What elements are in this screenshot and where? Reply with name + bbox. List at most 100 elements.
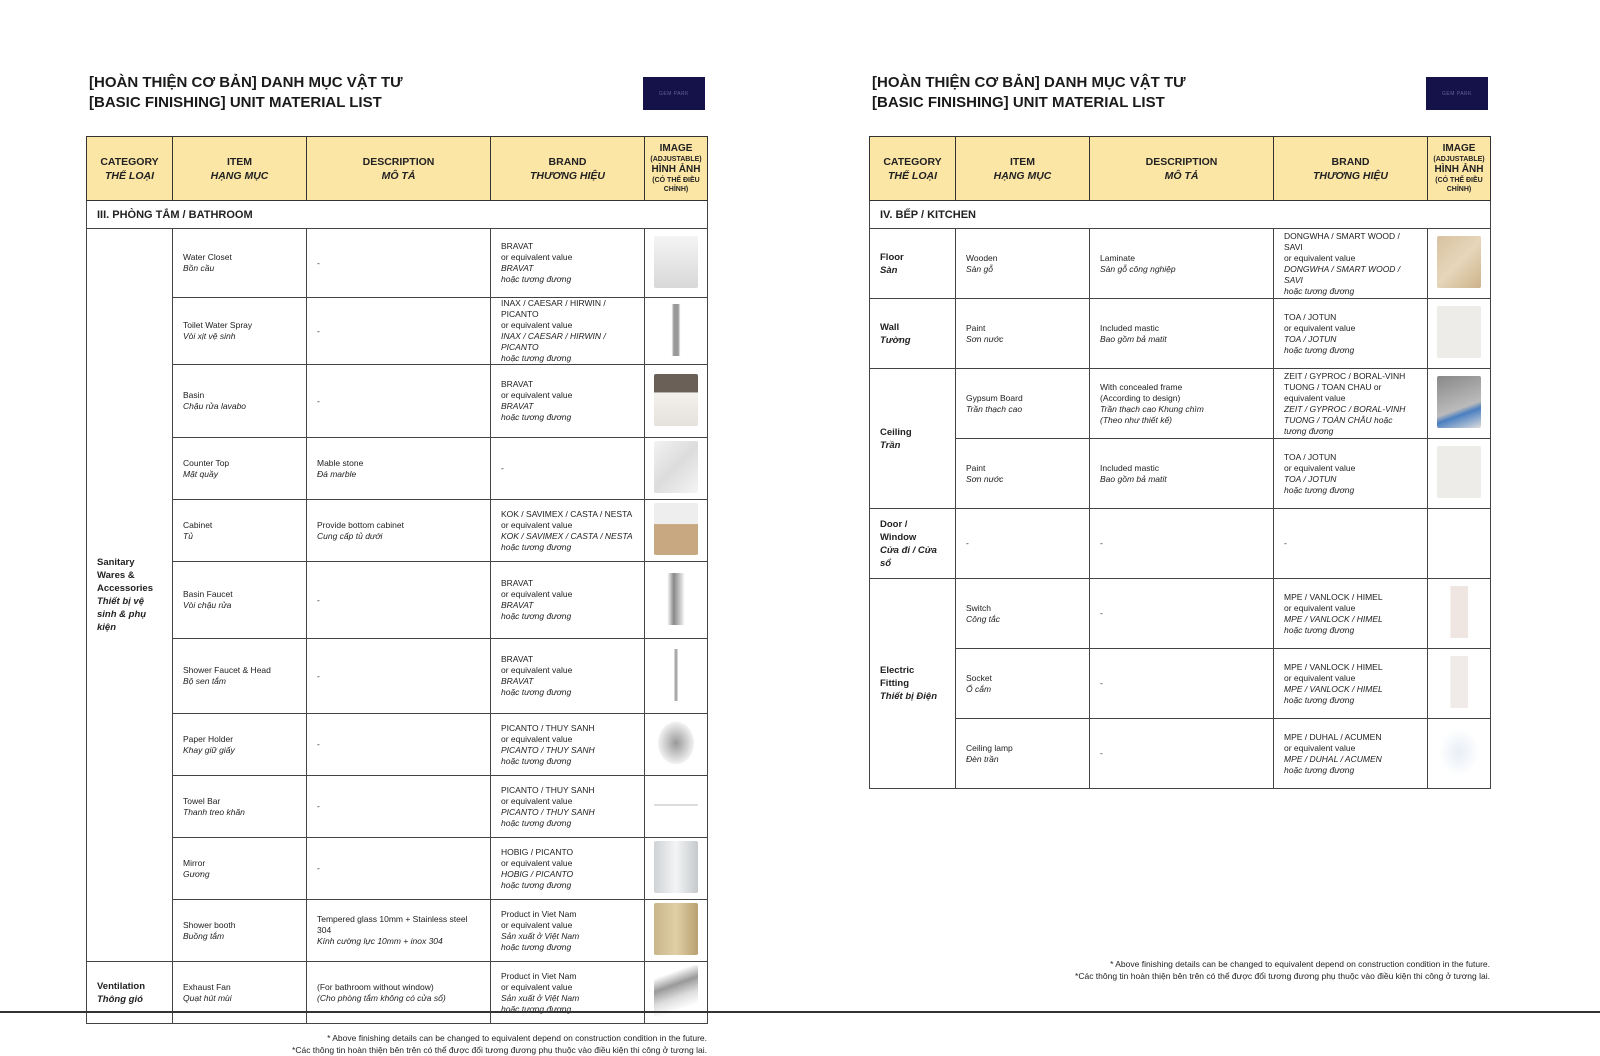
brand-line: hoặc tương đương: [501, 687, 572, 697]
logo: GEM PARK: [643, 77, 705, 110]
image-cell: [1427, 508, 1491, 579]
image-cell: [644, 837, 708, 900]
item-cell: -: [955, 508, 1090, 579]
category-en: Ventilation: [97, 980, 146, 992]
brand-line: BRAVAT: [501, 654, 534, 664]
description-cell: With concealed frame (According to design…: [1089, 368, 1274, 439]
description-line: Tempered glass 10mm + Stainless steel 30…: [317, 914, 468, 935]
image-cell: [644, 713, 708, 776]
category-en: Electric Fitting: [880, 665, 915, 689]
table-row: Electric Fitting Thiết bị Điện Switch Công …: [869, 578, 1491, 789]
description-cell: -: [1089, 508, 1274, 579]
brand-cell: INAX / CAESAR / HIRWIN / PICANTO or equiv…: [490, 297, 645, 365]
footnote-en: * Above finishing details can be changed…: [327, 1033, 707, 1043]
header-brand: BRAND THƯƠNG HIỆU: [1273, 136, 1428, 201]
header-image-en: IMAGE: [659, 143, 693, 154]
brand-cell: MPE / VANLOCK / HIMEL or equivalent value…: [1273, 578, 1428, 649]
item-en: Paint: [966, 322, 986, 333]
header-category: CATEGORY THỂ LOẠI: [86, 136, 173, 201]
item-cell: Mirror Gương: [172, 837, 307, 900]
description-cell: -: [306, 775, 491, 838]
section-row: IV. BẾP / KITCHEN: [869, 200, 1491, 229]
header-image-vi: HÌNH ẢNH: [1434, 164, 1484, 175]
item-vi: Khay giữ giấy: [183, 744, 235, 755]
description-line: (Theo như thiết kế): [1100, 414, 1173, 425]
footnote: * Above finishing details can be changed…: [1075, 950, 1490, 982]
header-item: ITEM HẠNG MỤC: [172, 136, 307, 201]
table-row: Ventilation Thông gió Exhaust Fan Quạt hút …: [86, 961, 708, 1024]
brand-line: TOA / JOTUN: [1284, 311, 1337, 322]
header-image: IMAGE (ADJUSTABLE) HÌNH ẢNH (CÓ THỂ ĐIỀU CH…: [644, 136, 708, 201]
brand-cell: PICANTO / THUY SANH or equivalent value PI…: [490, 775, 645, 838]
image-cell: [644, 961, 708, 1024]
item-cell: Water Closet Bồn cầu: [172, 228, 307, 298]
item-en: Shower booth: [183, 919, 236, 930]
brand-cell: -: [1273, 508, 1428, 579]
header-brand-en: BRAND: [1331, 155, 1370, 168]
description-cell: -: [1089, 718, 1274, 789]
table-row: Door / Window Cửa đi / Cửa sổ - - -: [869, 508, 1491, 579]
description-cell: (For bathroom without window) (Cho phòng …: [306, 961, 491, 1024]
header-image-adj-vi: (CÓ THỂ ĐIỀU CHỈNH): [1435, 177, 1483, 193]
header-description-en: DESCRIPTION: [362, 155, 435, 168]
description-cell: -: [306, 561, 491, 639]
category-en: Sanitary Wares & Accessories: [97, 557, 153, 594]
material-table: CATEGORY THỂ LOẠI ITEM HẠNG MỤC DESCRIPTION M…: [86, 136, 708, 1024]
brand-line: or equivalent value: [501, 857, 573, 868]
item-vi: Thanh treo khăn: [183, 806, 245, 817]
brand-line: MPE / DUHAL / ACUMEN: [1284, 731, 1382, 742]
category-en: Ceiling: [880, 426, 912, 438]
page-title: [HOÀN THIỆN CƠ BẢN] DANH MỤC VẬT TƯ [BASI…: [872, 73, 1186, 113]
description-line: Provide bottom cabinet: [317, 519, 404, 530]
section-title: IV. BẾP / KITCHEN: [869, 200, 1491, 229]
brand-line: -: [501, 463, 504, 473]
header-item-vi: HẠNG MỤC: [210, 169, 269, 182]
shower-booth-image: [654, 903, 698, 955]
brand-cell: Product in Viet Nam or equivalent value Sả…: [490, 899, 645, 962]
brand-cell: DONGWHA / SMART WOOD / SAVI or equivalent…: [1273, 228, 1428, 299]
table-row: Shower booth Buồng tắm Tempered glass 10mm…: [87, 899, 708, 962]
exhaust-fan-image: [654, 965, 698, 1017]
table-row: Basin Chậu rửa lavabo - BRAVAT or equivalent…: [87, 364, 708, 438]
description-line: Included mastic: [1100, 322, 1160, 333]
image-cell: [644, 364, 708, 438]
description-line: -: [1100, 538, 1103, 548]
item-vi: Mặt quầy: [183, 468, 218, 479]
toilet-image: [654, 235, 698, 288]
material-table: CATEGORY THỂ LOẠI ITEM HẠNG MỤC DESCRIPTION M…: [869, 136, 1491, 789]
divider: [0, 1011, 1600, 1013]
header-brand-vi: THƯƠNG HIỆU: [529, 169, 606, 182]
table-row: Paint Sơn nước Included mastic Bao gồm bả m…: [870, 438, 1491, 509]
image-cell: [644, 297, 708, 365]
table-row: Cabinet Tủ Provide bottom cabinet Cung cấp …: [87, 499, 708, 562]
description-line: -: [1100, 748, 1103, 758]
brand-line: or equivalent value: [501, 981, 573, 992]
item-vi: Chậu rửa lavabo: [183, 401, 247, 411]
category-vi: Tường: [880, 334, 911, 346]
image-cell: [1427, 228, 1491, 299]
title-en: [BASIC FINISHING] UNIT MATERIAL LIST: [872, 94, 1165, 111]
brand-line: Product in Viet Nam: [501, 908, 577, 919]
table-row: Toilet Water Spray Vòi xịt vệ sinh - INAX /…: [87, 297, 708, 365]
brand-cell: BRAVAT or equivalent value BRAVAT hoặc tươn…: [490, 364, 645, 438]
spray-image: [654, 303, 698, 356]
paper-holder-image: [654, 717, 698, 769]
brand-line: hoặc tương đương: [501, 879, 572, 890]
brand-line: or equivalent value: [501, 919, 573, 930]
basin-image: [654, 373, 698, 426]
footnote-en: * Above finishing details can be changed…: [1110, 959, 1490, 969]
header-image-adj: (ADJUSTABLE): [1433, 156, 1485, 163]
description-cell: Mable stone Đá marble: [306, 437, 491, 500]
brand-line: TOA / JOTUN: [1284, 333, 1337, 344]
description-cell: Provide bottom cabinet Cung cấp tủ dưới: [306, 499, 491, 562]
brand-line: MPE / VANLOCK / HIMEL: [1284, 683, 1383, 694]
header-image-adj: (ADJUSTABLE): [650, 156, 702, 163]
description-line: -: [317, 801, 320, 811]
table-row: Sanitary Wares & Accessories Thiết bị vệ …: [86, 228, 708, 962]
brand-line: MPE / VANLOCK / HIMEL: [1284, 591, 1383, 602]
brand-line: Sản xuất ở Việt Nam: [501, 930, 580, 941]
item-cell: Toilet Water Spray Vòi xịt vệ sinh: [172, 297, 307, 365]
category-vi: Sàn: [880, 264, 898, 276]
description-line: -: [317, 863, 320, 873]
brand-line: PICANTO / THUY SANH: [501, 744, 595, 755]
